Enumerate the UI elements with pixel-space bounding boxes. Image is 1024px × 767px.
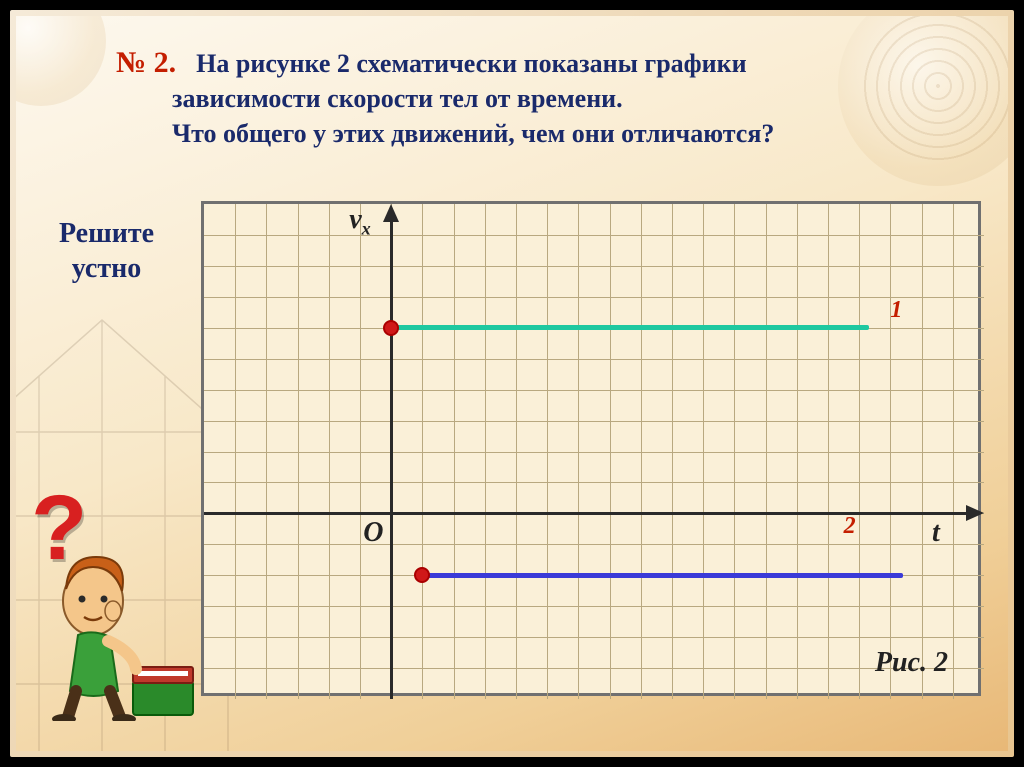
series-dot-1 [383, 320, 399, 336]
solve-orally-label: Решите устно [34, 216, 179, 286]
y-axis-label: vx [349, 204, 371, 240]
slide-surface: № 2. На рисунке 2 схематически показаны … [16, 16, 1008, 751]
grid-h [204, 482, 984, 483]
problem-line-2: зависимости скорости тел от времени. [172, 81, 623, 116]
x-axis-label: t [932, 517, 940, 549]
side-line-2: устно [34, 251, 179, 286]
y-axis [390, 218, 393, 699]
grid-h [204, 421, 984, 422]
origin-label: O [363, 517, 383, 549]
thinking-boy-illustration [38, 541, 198, 721]
series-label-2: 2 [844, 513, 856, 540]
series-line-1 [391, 325, 868, 330]
series-line-2 [422, 573, 902, 578]
grid-h [204, 637, 984, 638]
problem-line-1: На рисунке 2 схематически показаны графи… [196, 49, 746, 78]
grid-h [204, 297, 984, 298]
figure-caption: Рис. 2 [875, 647, 948, 679]
velocity-chart: Рис. 2 vx t O 1 2 [201, 201, 981, 696]
side-line-1: Решите [34, 216, 179, 251]
problem-line-3: Что общего у этих движений, чем они отли… [172, 116, 774, 151]
grid-h [204, 668, 984, 669]
grid-h [204, 359, 984, 360]
problem-statement: № 2. На рисунке 2 схематически показаны … [116, 46, 938, 151]
outer-frame: № 2. На рисунке 2 схематически показаны … [10, 10, 1014, 757]
grid-h [204, 544, 984, 545]
grid-h [204, 452, 984, 453]
x-axis-arrow [966, 505, 984, 521]
grid-h [204, 235, 984, 236]
y-axis-arrow [383, 204, 399, 222]
series-dot-2 [414, 567, 430, 583]
series-label-1: 1 [890, 297, 902, 324]
problem-number: № 2. [116, 46, 176, 79]
grid-h [204, 266, 984, 267]
grid-h [204, 390, 984, 391]
grid-h [204, 606, 984, 607]
chart-grid [204, 204, 978, 693]
